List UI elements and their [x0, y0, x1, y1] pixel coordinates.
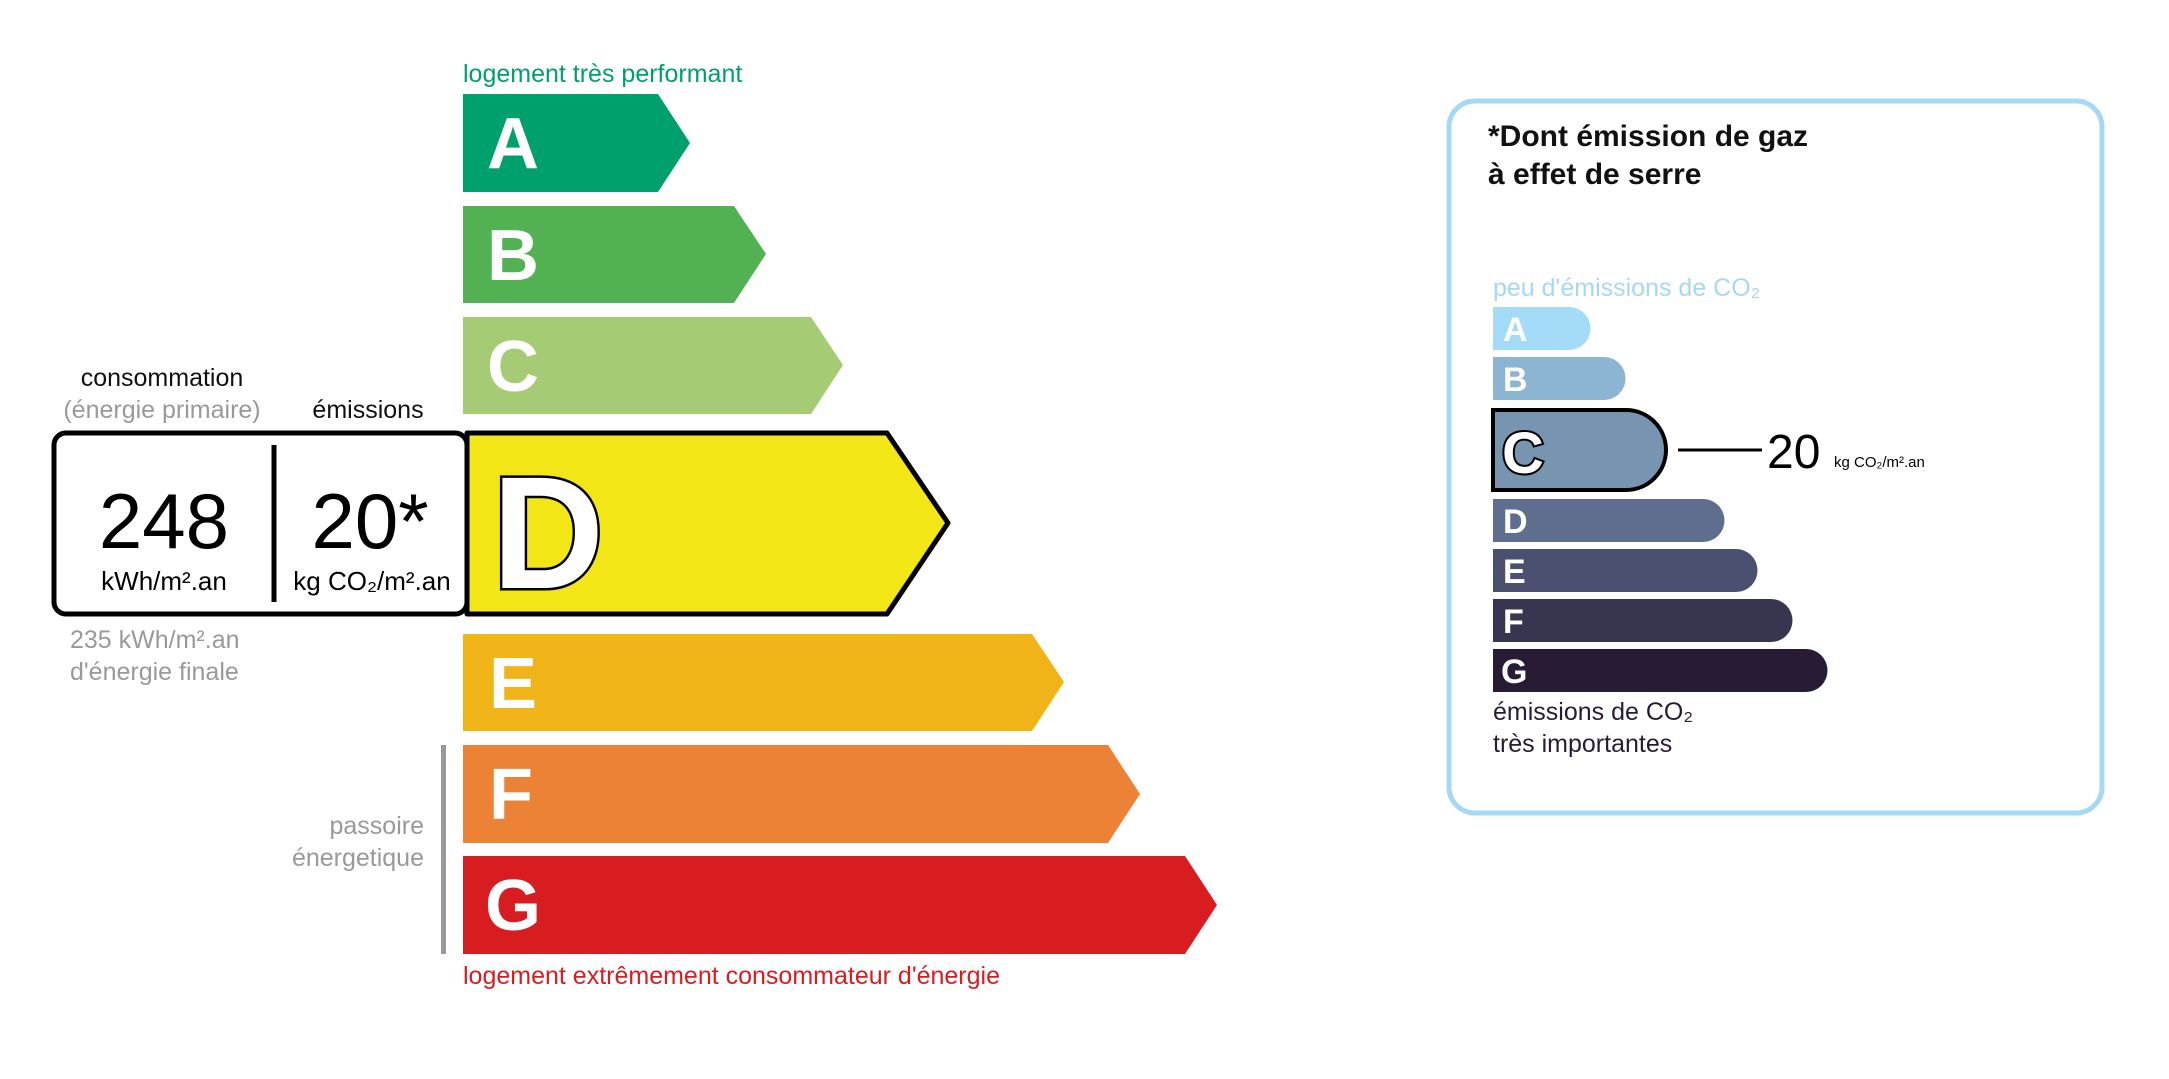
consumption-value: 248: [99, 477, 229, 565]
ges-class-g: G: [1493, 649, 1828, 692]
ges-unit: kg CO₂/m².an: [1834, 454, 1925, 471]
energy-class-g: G: [463, 856, 1217, 954]
ges-letter-a: A: [1503, 311, 1528, 349]
energy-letter-g: G: [485, 866, 541, 946]
ges-top-label: peu d'émissions de CO₂: [1493, 274, 1760, 302]
energy-class-b: B: [463, 206, 766, 303]
passoire-label-1: passoire: [330, 812, 425, 840]
energy-class-f: F: [463, 745, 1140, 843]
ges-title-2: à effet de serre: [1488, 158, 1701, 191]
energy-letter-f: F: [489, 755, 533, 835]
energy-letter-a: A: [487, 104, 539, 184]
ges-title-1: *Dont émission de gaz: [1488, 120, 1808, 153]
ges-value: 20: [1767, 426, 1820, 479]
consumption-label: consommation: [81, 364, 244, 392]
ges-class-d: D: [1493, 499, 1725, 542]
ges-bottom-label-2: très importantes: [1493, 730, 1672, 758]
final-energy-value: 235 kWh/m².an: [70, 626, 240, 654]
final-energy-label: d'énergie finale: [70, 658, 239, 686]
energy-letter-c: C: [487, 327, 539, 407]
ges-class-a: A: [1493, 307, 1591, 350]
energy-letter-b: B: [487, 216, 539, 296]
emissions-unit: kg CO₂/m².an: [293, 566, 450, 596]
ges-letter-f: F: [1503, 603, 1524, 641]
consumption-unit: kWh/m².an: [101, 566, 227, 596]
current-ges-letter: C: [1502, 421, 1544, 486]
passoire-label-2: énergetique: [292, 844, 424, 872]
ges-letter-g: G: [1501, 653, 1527, 691]
ges-letter-b: B: [1503, 361, 1528, 399]
value-box: [51, 430, 470, 617]
energy-class-c: C: [463, 317, 843, 414]
energy-class-e: E: [463, 634, 1064, 731]
current-energy-letter: D: [492, 443, 604, 622]
ges-class-e: E: [1493, 549, 1758, 592]
passoire-bar: [441, 745, 446, 954]
energy-top-label: logement très performant: [463, 60, 742, 88]
ges-class-f: F: [1493, 599, 1793, 642]
energy-letter-e: E: [489, 644, 537, 724]
emissions-value: 20*: [311, 477, 428, 565]
ges-class-b: B: [1493, 357, 1626, 400]
energy-class-a: A: [463, 94, 690, 192]
ges-bottom-label-1: émissions de CO₂: [1493, 698, 1693, 726]
ges-class-c-current: C: [1491, 408, 1668, 492]
emissions-label: émissions: [312, 396, 423, 424]
energy-bottom-label: logement extrêmement consommateur d'éner…: [463, 962, 1000, 990]
consumption-sublabel: (énergie primaire): [63, 396, 260, 424]
ges-letter-e: E: [1503, 553, 1526, 591]
ges-letter-d: D: [1503, 503, 1528, 541]
energy-class-d-current: 248 kWh/m².an 20* kg CO₂/m².an D: [51, 430, 951, 625]
